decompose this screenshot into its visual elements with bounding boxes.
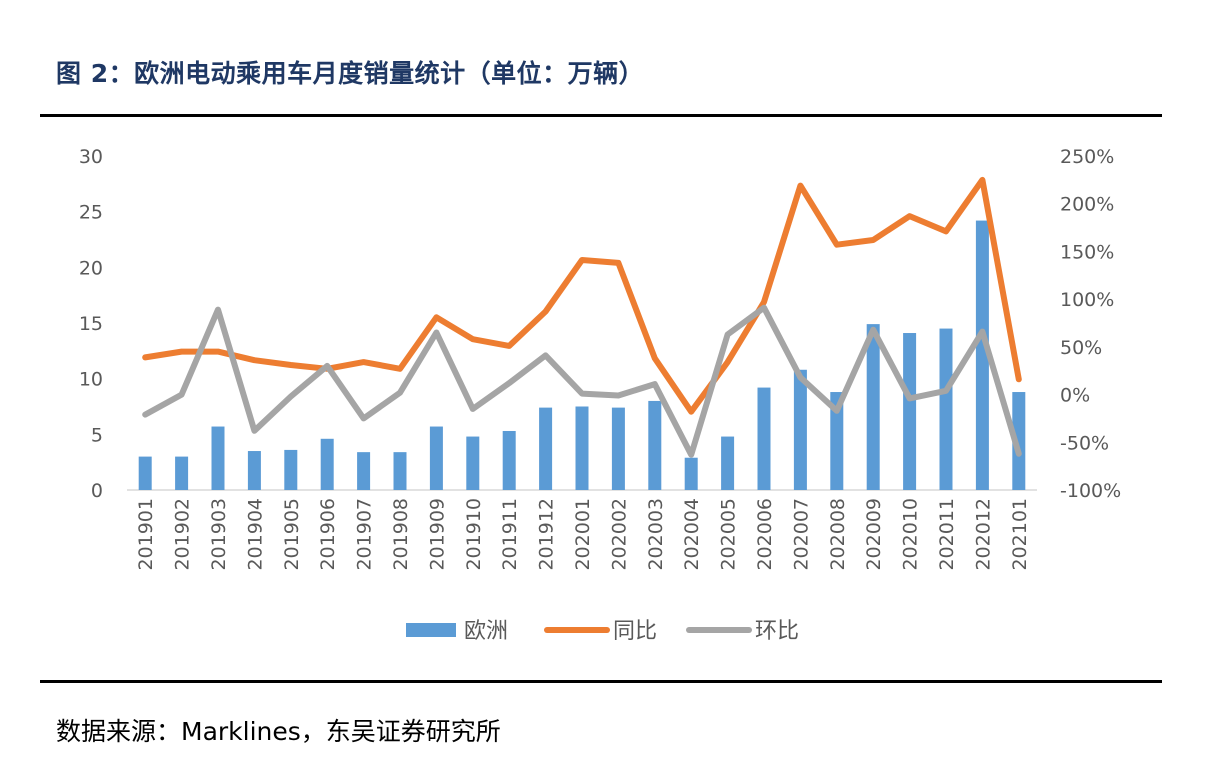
- bar-europe: [721, 436, 735, 490]
- x-tick-label: 201908: [390, 498, 412, 571]
- y-right-tick-label: 50%: [1060, 337, 1102, 359]
- bar-europe: [284, 449, 298, 490]
- series-line-mom: [142, 304, 1022, 458]
- y-left-tick-label: 10: [79, 369, 103, 391]
- x-tick-label: 201903: [208, 498, 230, 571]
- x-tick-label: 202012: [972, 498, 994, 571]
- top-rule: [40, 114, 1162, 117]
- bar-europe: [866, 324, 880, 490]
- bar-europe: [648, 400, 662, 490]
- bar-europe: [684, 457, 698, 490]
- bar-europe: [757, 387, 771, 490]
- x-tick-label: 202007: [790, 498, 812, 571]
- x-tick-label: 202010: [900, 498, 922, 571]
- bar-europe: [175, 456, 189, 490]
- x-tick-label: 201909: [426, 498, 448, 571]
- x-tick-label: 202005: [718, 498, 740, 571]
- source-note: 数据来源：Marklines，东吴证券研究所: [56, 717, 501, 746]
- x-tick-label: 201902: [172, 498, 194, 571]
- y-right-tick-label: 200%: [1060, 194, 1114, 216]
- x-tick-label: 201904: [244, 498, 266, 571]
- bar-europe: [429, 426, 443, 490]
- bar-europe: [903, 333, 917, 490]
- x-tick-label: 202006: [754, 498, 776, 571]
- bar-europe: [357, 452, 371, 490]
- bar-europe: [247, 451, 261, 490]
- bar-europe: [502, 430, 516, 490]
- x-tick-label: 201911: [499, 498, 521, 571]
- x-tick-label: 202004: [681, 498, 703, 571]
- figure-title: 图 2：欧洲电动乘用车月度销量统计（单位：万辆）: [56, 59, 645, 88]
- legend-label: 同比: [613, 619, 657, 644]
- bottom-rule: [40, 680, 1162, 683]
- x-tick-label: 202011: [936, 498, 958, 571]
- y-left-tick-label: 25: [79, 202, 103, 224]
- bar-europe: [138, 456, 152, 490]
- y-right-tick-label: 100%: [1060, 289, 1114, 311]
- bar-europe: [320, 438, 334, 490]
- bar-europe: [539, 407, 553, 490]
- x-tick-label: 201907: [354, 498, 376, 571]
- bar-europe: [611, 407, 625, 490]
- x-tick-label: 202001: [572, 498, 594, 571]
- y-left-tick-label: 20: [79, 257, 103, 279]
- y-right-tick-label: 150%: [1060, 241, 1114, 263]
- legend-label: 欧洲: [464, 619, 508, 644]
- x-tick-label: 201905: [281, 498, 303, 571]
- y-right-tick-label: -50%: [1060, 432, 1109, 454]
- y-left-tick-label: 15: [79, 313, 103, 335]
- bar-europe: [466, 436, 480, 490]
- series-line-yoy: [142, 176, 1022, 415]
- x-tick-label: 202002: [608, 498, 630, 571]
- x-tick-label: 202008: [827, 498, 849, 571]
- x-tick-label: 202101: [1009, 498, 1031, 571]
- bar-europe: [830, 392, 844, 490]
- legend-label: 环比: [755, 619, 799, 644]
- bar-europe: [393, 452, 407, 490]
- x-tick-label: 201901: [135, 498, 157, 571]
- bar-europe: [1012, 392, 1026, 490]
- y-right-tick-label: 0%: [1060, 385, 1090, 407]
- bar-europe: [939, 328, 953, 490]
- bar-europe: [793, 369, 807, 490]
- bar-europe: [975, 220, 989, 490]
- y-right-tick-label: 250%: [1060, 146, 1114, 168]
- legend-swatch-europe: [406, 623, 456, 637]
- y-right-tick-label: -100%: [1060, 480, 1121, 502]
- bar-europe: [575, 406, 589, 490]
- x-tick-label: 201910: [463, 498, 485, 571]
- y-left-tick-label: 0: [91, 480, 103, 502]
- bar-europe: [211, 426, 225, 490]
- y-left-tick-label: 30: [79, 146, 103, 168]
- x-tick-label: 201906: [317, 498, 339, 571]
- x-tick-label: 202009: [863, 498, 885, 571]
- y-left-tick-label: 5: [91, 424, 103, 446]
- x-tick-label: 202003: [645, 498, 667, 571]
- x-tick-label: 201912: [536, 498, 558, 571]
